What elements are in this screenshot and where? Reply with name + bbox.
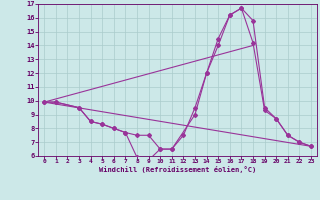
X-axis label: Windchill (Refroidissement éolien,°C): Windchill (Refroidissement éolien,°C) xyxy=(99,166,256,173)
